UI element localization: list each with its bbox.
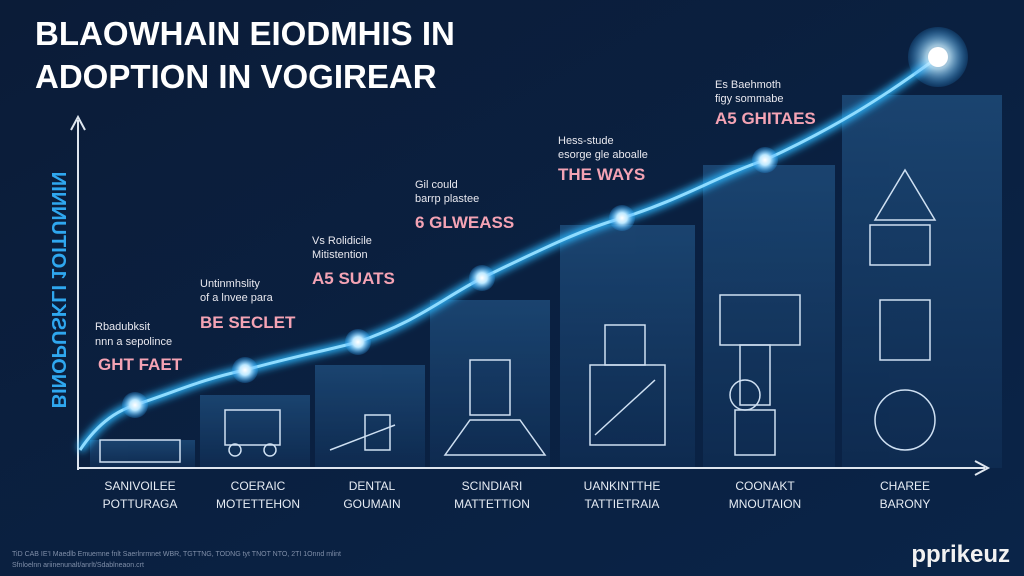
note: Gil could (415, 179, 458, 191)
icons (99, 168, 937, 463)
category: CHAREE (880, 479, 930, 493)
nodes (122, 27, 968, 418)
logo: pprikeuz (911, 541, 1010, 568)
headline: BE SECLET (200, 313, 296, 332)
category: UANKINTTHE (584, 479, 661, 493)
note: Vs Rolidicile (312, 235, 372, 247)
columns (90, 95, 1002, 468)
note: Es Baehmoth (715, 79, 781, 91)
category: BARONY (880, 497, 931, 511)
footer: TiD CAB IE'I Maedlb Emuemne fnlt Saerlnr… (12, 551, 341, 558)
category: SANIVOILEE (104, 479, 175, 493)
note: Rbadubksit (95, 321, 150, 333)
category: TATTIETRAIA (585, 497, 660, 511)
title: ADOPTION IN VOGIREAR (35, 58, 437, 95)
note: barrp plastee (415, 193, 479, 205)
category: COERAIC (231, 479, 286, 493)
annotations: Rbadubksit nnn a sepolince GHT FAET Unti… (95, 79, 816, 374)
note: Hess-stude (558, 135, 614, 147)
note: Untinmhslity (200, 278, 260, 290)
y-axis-label: BINOPUSKLI 1OITUNNIN (47, 172, 69, 409)
category: DENTAL (349, 479, 396, 493)
footer: Sfnloelnn ariinenunalt/anrlt/Sdablneaon.… (12, 562, 144, 569)
category: MOTETTEHON (216, 497, 300, 511)
category: COONAKT (735, 479, 795, 493)
category: SCINDIARI (462, 479, 523, 493)
headline: GHT FAET (98, 355, 183, 374)
note: Mitistention (312, 249, 368, 261)
title: BLAOWHAIN EIODMHIS IN (35, 15, 455, 52)
headline: 6 GLWEASS (415, 213, 514, 232)
headline: A5 SUATS (312, 269, 395, 288)
category: MNOUTAION (729, 497, 801, 511)
note: of a lnvee para (200, 292, 274, 304)
category: MATTETTION (454, 497, 530, 511)
headline: A5 GHITAES (715, 109, 816, 128)
note: esorge gle aboalle (558, 149, 648, 161)
category: POTTURAGA (103, 497, 178, 511)
axes (70, 114, 991, 476)
headline: THE WAYS (558, 165, 645, 184)
category: GOUMAIN (343, 497, 400, 511)
note: figy sommabe (715, 93, 783, 105)
categories: SANIVOILEE POTTURAGA COERAIC MOTETTEHON … (103, 479, 931, 511)
note: nnn a sepolince (95, 336, 172, 348)
